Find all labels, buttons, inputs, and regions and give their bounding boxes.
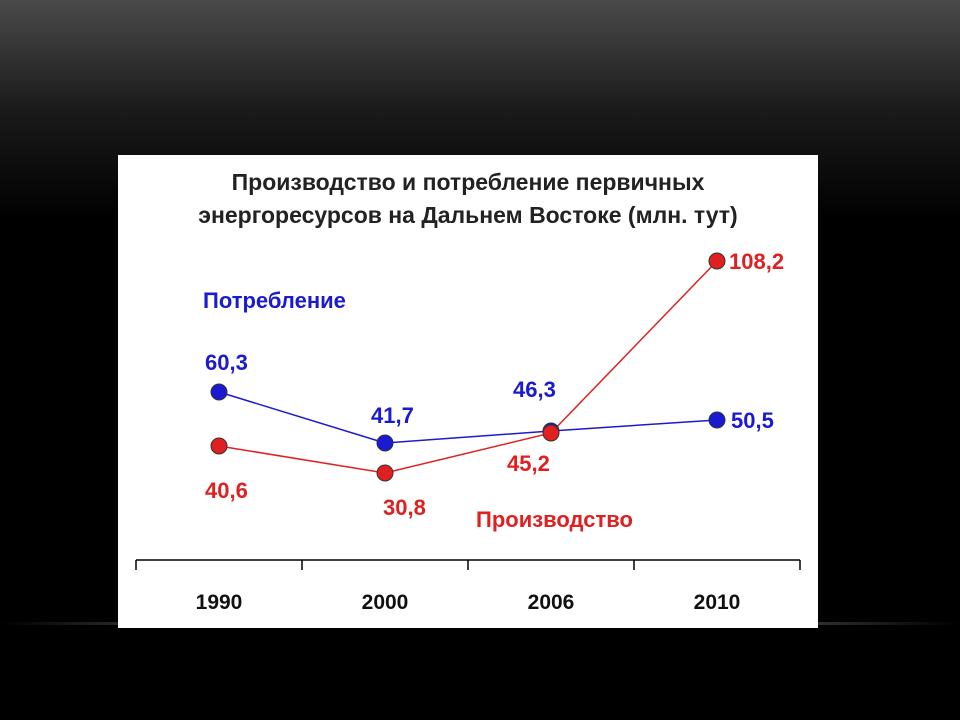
chart-title-line-1: Производство и потребление первичных <box>232 169 705 195</box>
data-point-prod-1990 <box>210 437 228 455</box>
series-points-consumption <box>210 383 726 452</box>
data-point-prod-2006 <box>542 424 560 442</box>
series-line-consumption <box>218 391 718 444</box>
series-points-production <box>210 252 726 482</box>
data-label-prod-1990: 40,6 <box>205 478 248 503</box>
x-axis-tick-labels: 1990 2000 2006 2010 <box>196 591 741 614</box>
data-label-cons-1990: 60,3 <box>205 350 248 375</box>
chart-title-line-2: энергоресурсов на Дальнем Востоке (млн. … <box>198 202 737 228</box>
data-point-prod-2000 <box>376 464 394 482</box>
chart-panel: Производство и потребление первичных эне… <box>118 155 818 628</box>
data-labels-production: 40,6 30,8 45,2 108,2 <box>205 249 784 520</box>
data-label-cons-2006: 46,3 <box>513 377 556 402</box>
data-label-prod-2006: 45,2 <box>507 451 550 476</box>
data-labels-consumption: 60,3 41,7 46,3 50,5 <box>205 350 774 433</box>
data-label-prod-2010: 108,2 <box>729 249 784 274</box>
x-axis <box>135 559 801 570</box>
x-tick-label-2010: 2010 <box>694 591 741 614</box>
x-tick-label-1990: 1990 <box>196 591 243 614</box>
x-tick-label-2000: 2000 <box>362 591 409 614</box>
x-tick-label-2006: 2006 <box>528 591 575 614</box>
series-line-production <box>218 260 718 474</box>
data-point-cons-2010 <box>708 411 726 429</box>
series-label-production: Производство <box>476 507 633 532</box>
series-label-consumption: Потребление <box>203 288 346 313</box>
data-point-cons-1990 <box>210 383 228 401</box>
data-label-cons-2010: 50,5 <box>731 408 774 433</box>
data-point-cons-2000 <box>376 434 394 452</box>
data-label-cons-2000: 41,7 <box>371 403 414 428</box>
data-label-prod-2000: 30,8 <box>383 495 426 520</box>
line-chart: Производство и потребление первичных эне… <box>135 169 801 614</box>
data-point-prod-2010 <box>708 252 726 270</box>
